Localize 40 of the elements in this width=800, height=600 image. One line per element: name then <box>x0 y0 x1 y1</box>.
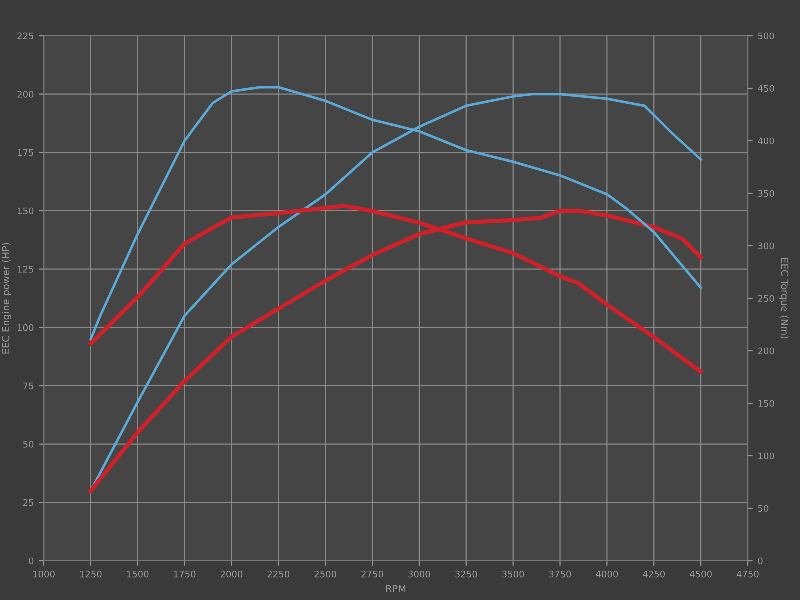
x-tick-label: 2500 <box>314 570 336 578</box>
y2-tick-label: 400 <box>758 138 774 145</box>
x-tick-label: 4250 <box>643 570 666 578</box>
y-tick-label: 75 <box>24 382 34 390</box>
x-tick-label: 3000 <box>408 570 430 578</box>
y2-tick-label: 300 <box>758 242 774 250</box>
x-tick-label: 1000 <box>34 570 55 578</box>
x-tick-label: 1750 <box>174 570 196 578</box>
x-tick-label: 2250 <box>268 570 290 578</box>
x-tick-label: 3750 <box>549 570 572 578</box>
x-tick-label: 3250 <box>456 570 478 578</box>
x-tick-label: 1500 <box>127 570 149 578</box>
y2-tick-label: 200 <box>758 348 774 355</box>
y-tick-label: 25 <box>23 499 34 506</box>
y2-tick-label: 500 <box>758 32 774 40</box>
y2-tick-label: 250 <box>758 295 774 302</box>
y-tick-label: 125 <box>18 266 34 273</box>
y-tick-label: 100 <box>18 324 34 332</box>
y-tick-label: 175 <box>18 150 34 156</box>
y2-tick-label: 100 <box>758 452 774 460</box>
y2-tick-label: 450 <box>758 85 774 92</box>
x-tick-label: 4750 <box>736 570 759 578</box>
y-axis-title: EEC Engine power (HP) <box>2 243 12 354</box>
y-tick-label: 200 <box>18 91 34 98</box>
x-axis-title: RPM <box>386 585 406 592</box>
y2-tick-label: 50 <box>758 505 769 512</box>
y-tick-label: 0 <box>29 558 34 565</box>
x-tick-label: 4500 <box>690 570 712 578</box>
x-tick-label: 2000 <box>220 570 243 578</box>
y2-tick-label: 150 <box>758 400 774 408</box>
y2-tick-label: 0 <box>758 558 763 565</box>
x-tick-label: 1250 <box>80 570 102 578</box>
y-tick-label: 225 <box>18 32 34 40</box>
x-tick-label: 3500 <box>502 570 524 578</box>
x-tick-label: 4000 <box>596 570 618 578</box>
y-tick-label: 50 <box>23 441 34 448</box>
y2-tick-label: 350 <box>758 190 774 198</box>
y-tick-label: 150 <box>18 208 34 215</box>
x-tick-label: 2750 <box>362 570 384 578</box>
y2-axis-title: EEC Torque (Nm) <box>779 258 789 339</box>
